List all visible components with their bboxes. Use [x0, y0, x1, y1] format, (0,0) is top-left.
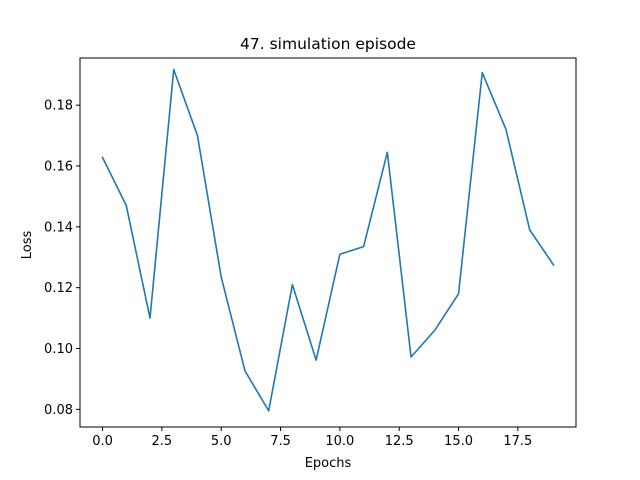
x-tick-label: 5.0	[211, 434, 232, 449]
y-tick-label: 0.18	[44, 99, 73, 114]
x-axis-ticks: 0.0 2.5 5.0 7.5 10.0 12.5 15.0 17.5	[92, 427, 532, 449]
x-tick-label: 2.5	[152, 434, 173, 449]
loss-series-line	[101, 68, 555, 412]
x-tick-label: 0.0	[92, 434, 113, 449]
y-tick-label: 0.14	[44, 220, 73, 235]
x-tick-label: 7.5	[270, 434, 291, 449]
plot-area	[101, 68, 555, 412]
y-tick-label: 0.16	[44, 159, 73, 174]
y-tick-label: 0.08	[44, 403, 73, 418]
y-tick-label: 0.10	[44, 342, 73, 357]
x-tick-label: 17.5	[503, 434, 532, 449]
y-tick-label: 0.12	[44, 281, 73, 296]
chart-title: 47. simulation episode	[240, 35, 416, 53]
y-axis-label: Loss	[20, 231, 35, 260]
y-axis-ticks: 0.08 0.10 0.12 0.14 0.16 0.18	[44, 99, 80, 418]
x-tick-label: 12.5	[385, 434, 414, 449]
x-axis-label: Epochs	[305, 456, 352, 471]
x-tick-label: 15.0	[444, 434, 473, 449]
axes-frame	[79, 57, 577, 428]
x-tick-label: 10.0	[325, 434, 354, 449]
